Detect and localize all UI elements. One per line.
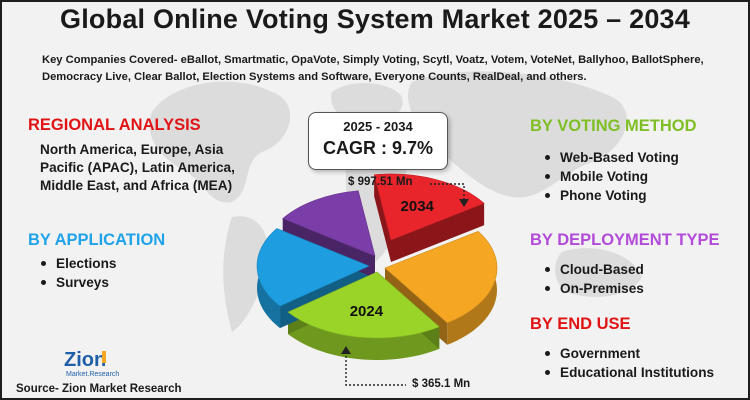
pie-slice [287, 271, 440, 339]
zion-logo: Zion Market.Research [64, 349, 119, 378]
end-use-heading: BY END USE [530, 315, 631, 333]
pie-slice-edge [374, 174, 391, 262]
regional-analysis-heading: REGIONAL ANALYSIS [28, 116, 201, 134]
cagr-period: 2025 - 2034 [343, 119, 413, 134]
logo-bar-icon [102, 351, 106, 363]
deployment-type-list: Cloud-Based On-Premises [542, 260, 644, 298]
pie-slice [384, 230, 498, 324]
voting-method-list: Web-Based Voting Mobile Voting Phone Vot… [542, 148, 679, 205]
pie-slice-label: 2034 [401, 198, 435, 215]
leader-line-2024 [345, 352, 406, 386]
pie-slice [282, 190, 376, 257]
list-item: Web-Based Voting [542, 148, 679, 167]
end-use-list: Government Educational Institutions [542, 344, 714, 382]
list-item: Elections [38, 254, 116, 273]
voting-method-heading: BY VOTING METHOD [530, 117, 697, 135]
annotation-2034-value: $ 997.51 Mn [348, 176, 413, 188]
list-item: Cloud-Based [542, 260, 644, 279]
leader-line-2034 [430, 183, 465, 202]
application-list: Elections Surveys [38, 254, 116, 292]
logo-wordmark: Zion [64, 349, 106, 371]
regional-analysis-text: North America, Europe, Asia Pacific (APA… [40, 142, 235, 193]
deployment-type-heading: BY DEPLOYMENT TYPE [530, 231, 720, 249]
page-title: Global Online Voting System Market 2025 … [60, 4, 690, 34]
list-item: Government [542, 344, 714, 363]
list-item: Educational Institutions [542, 363, 714, 382]
list-item: Mobile Voting [542, 167, 679, 186]
pie-slice [256, 228, 370, 307]
annotation-2024-value: $ 365.1 Mn [412, 378, 471, 390]
application-heading: BY APPLICATION [28, 231, 166, 249]
logo-subtext: Market.Research [66, 371, 119, 378]
leader-arrow-2024 [341, 346, 351, 354]
pie-slice-label: 2024 [350, 303, 384, 320]
key-companies-text: Key Companies Covered- eBallot, Smartmat… [42, 54, 704, 83]
cagr-value: CAGR : 9.7% [322, 138, 434, 158]
cagr-box: 2025 - 2034 CAGR : 9.7% [308, 112, 448, 170]
list-item: On-Premises [542, 279, 644, 298]
list-item: Surveys [38, 273, 116, 292]
leader-arrow-2034 [459, 199, 469, 207]
list-item: Phone Voting [542, 186, 679, 205]
pie-slice [373, 173, 485, 241]
pie-slice-edge [391, 203, 485, 262]
source-note: Source- Zion Market Research [16, 383, 182, 395]
pie-slice-wall [288, 312, 440, 360]
